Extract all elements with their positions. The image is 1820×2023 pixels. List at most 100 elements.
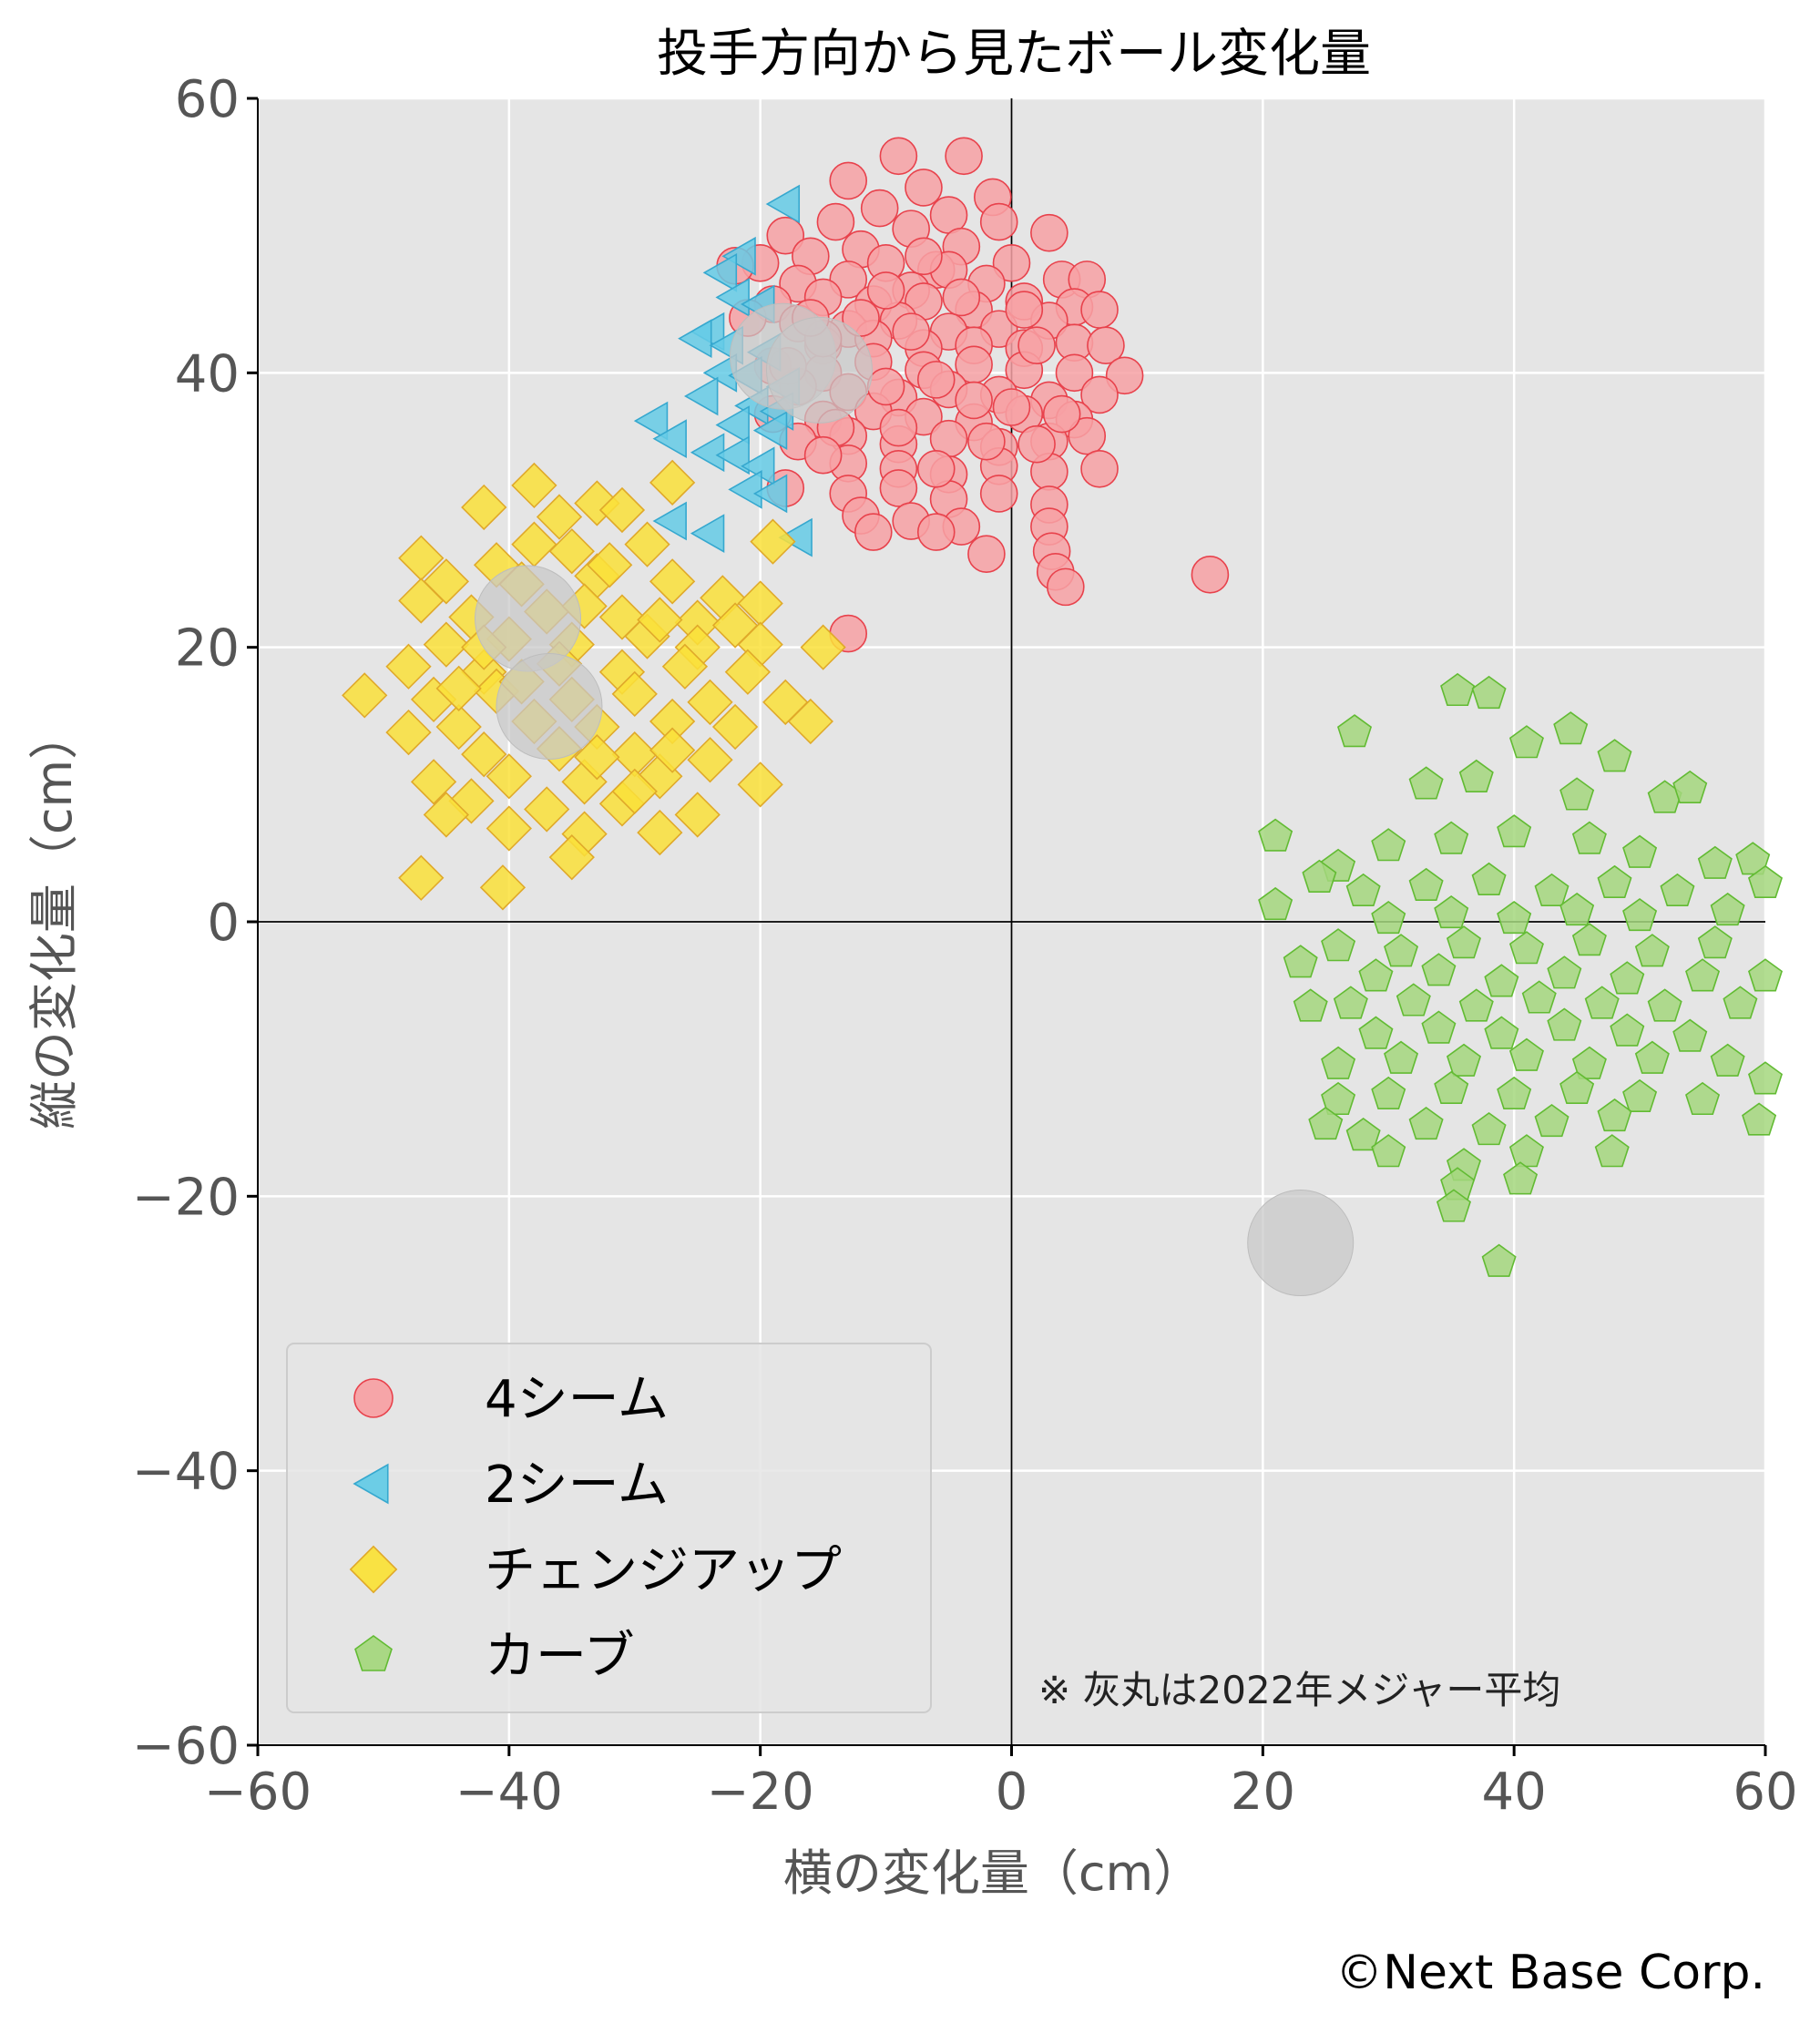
legend-label: 2シーム (485, 1456, 669, 1515)
data-point (1735, 842, 1771, 875)
data-point (649, 727, 696, 773)
x-tick-label: 40 (1482, 1762, 1547, 1822)
data-point (524, 786, 570, 833)
data-point (1747, 864, 1784, 898)
data-point (829, 161, 868, 200)
data-point (1597, 864, 1632, 898)
data-point (1371, 1076, 1406, 1110)
data-point (1484, 964, 1519, 997)
data-point (1710, 1043, 1745, 1077)
legend-marker (353, 1463, 389, 1505)
data-point (1308, 1106, 1344, 1140)
data-point (1345, 1118, 1381, 1151)
data-point (879, 137, 918, 176)
legend-label: 4シーム (485, 1370, 669, 1429)
data-point (1283, 945, 1318, 978)
data-point (916, 361, 956, 399)
data-point (1610, 961, 1645, 995)
data-point (1408, 1106, 1444, 1140)
data-point (1421, 953, 1457, 986)
data-point (1434, 1070, 1469, 1104)
data-point (548, 528, 595, 575)
data-point (536, 494, 583, 540)
data-point (1258, 886, 1293, 921)
data-point (486, 753, 532, 800)
data-point (435, 665, 482, 711)
data-point (486, 805, 532, 852)
data-point (1080, 291, 1119, 329)
x-axis-label: 横の変化量（cm） (783, 1844, 1202, 1902)
data-point (1747, 1061, 1784, 1095)
data-point (611, 768, 658, 814)
data-point (1547, 1007, 1582, 1041)
data-point (624, 521, 670, 567)
data-point (916, 513, 956, 551)
data-point (765, 184, 801, 224)
data-point (1497, 1076, 1532, 1110)
data-point (649, 459, 696, 506)
data-point (1534, 1103, 1569, 1138)
data-point (1747, 958, 1784, 992)
data-point (979, 202, 1018, 241)
data-point (1685, 1081, 1721, 1116)
data-point (1047, 567, 1085, 607)
y-tick-label: 20 (175, 619, 240, 679)
x-tick-label: 60 (1733, 1762, 1797, 1822)
data-point (1068, 416, 1107, 455)
mlb-average-marker (765, 316, 873, 424)
data-point (724, 649, 772, 695)
data-point (1005, 291, 1044, 329)
data-point (992, 388, 1031, 426)
data-point (715, 278, 750, 317)
data-point (1345, 873, 1381, 907)
data-point (1660, 873, 1695, 907)
data-point (1371, 828, 1406, 862)
legend-label: カーブ (485, 1627, 635, 1686)
data-point (1571, 923, 1607, 956)
data-point (1697, 925, 1733, 959)
data-point (715, 405, 750, 444)
data-point (803, 435, 843, 475)
data-point (866, 271, 905, 310)
data-point (879, 408, 918, 447)
data-point (687, 737, 733, 783)
data-point (683, 376, 719, 416)
data-point (816, 202, 855, 241)
data-point (892, 312, 930, 351)
data-point (721, 236, 756, 276)
x-tick-label: −40 (455, 1762, 563, 1822)
data-point (766, 216, 805, 255)
data-point (1497, 900, 1532, 935)
data-point (1358, 958, 1394, 992)
y-tick-label: −40 (132, 1443, 240, 1502)
data-point (410, 759, 457, 805)
data-point (1293, 988, 1328, 1022)
data-point (652, 501, 687, 541)
data-point (1337, 714, 1373, 748)
data-point (916, 449, 956, 488)
data-point (1436, 1189, 1471, 1222)
y-axis-label: 縦の変化量（cm） (26, 710, 83, 1129)
data-point (1017, 424, 1056, 464)
data-point (842, 299, 880, 337)
data-point (1080, 449, 1119, 488)
x-tick-label: −60 (204, 1762, 312, 1822)
data-point (1521, 980, 1557, 1014)
data-point (661, 643, 709, 690)
data-point (1017, 326, 1056, 365)
data-point (967, 422, 1006, 461)
data-point (1384, 1040, 1419, 1074)
data-point (423, 621, 470, 668)
data-point (587, 542, 633, 588)
data-point (1697, 845, 1733, 879)
data-point (1484, 1016, 1519, 1049)
mlb-average-markers (475, 302, 1355, 1297)
x-tick-label: −20 (707, 1762, 814, 1822)
data-point (992, 243, 1031, 282)
data-point (1672, 1018, 1708, 1052)
data-point (398, 577, 445, 624)
data-point (1610, 1013, 1645, 1047)
data-point (1434, 821, 1469, 854)
data-point (687, 679, 733, 726)
data-point (479, 864, 527, 911)
